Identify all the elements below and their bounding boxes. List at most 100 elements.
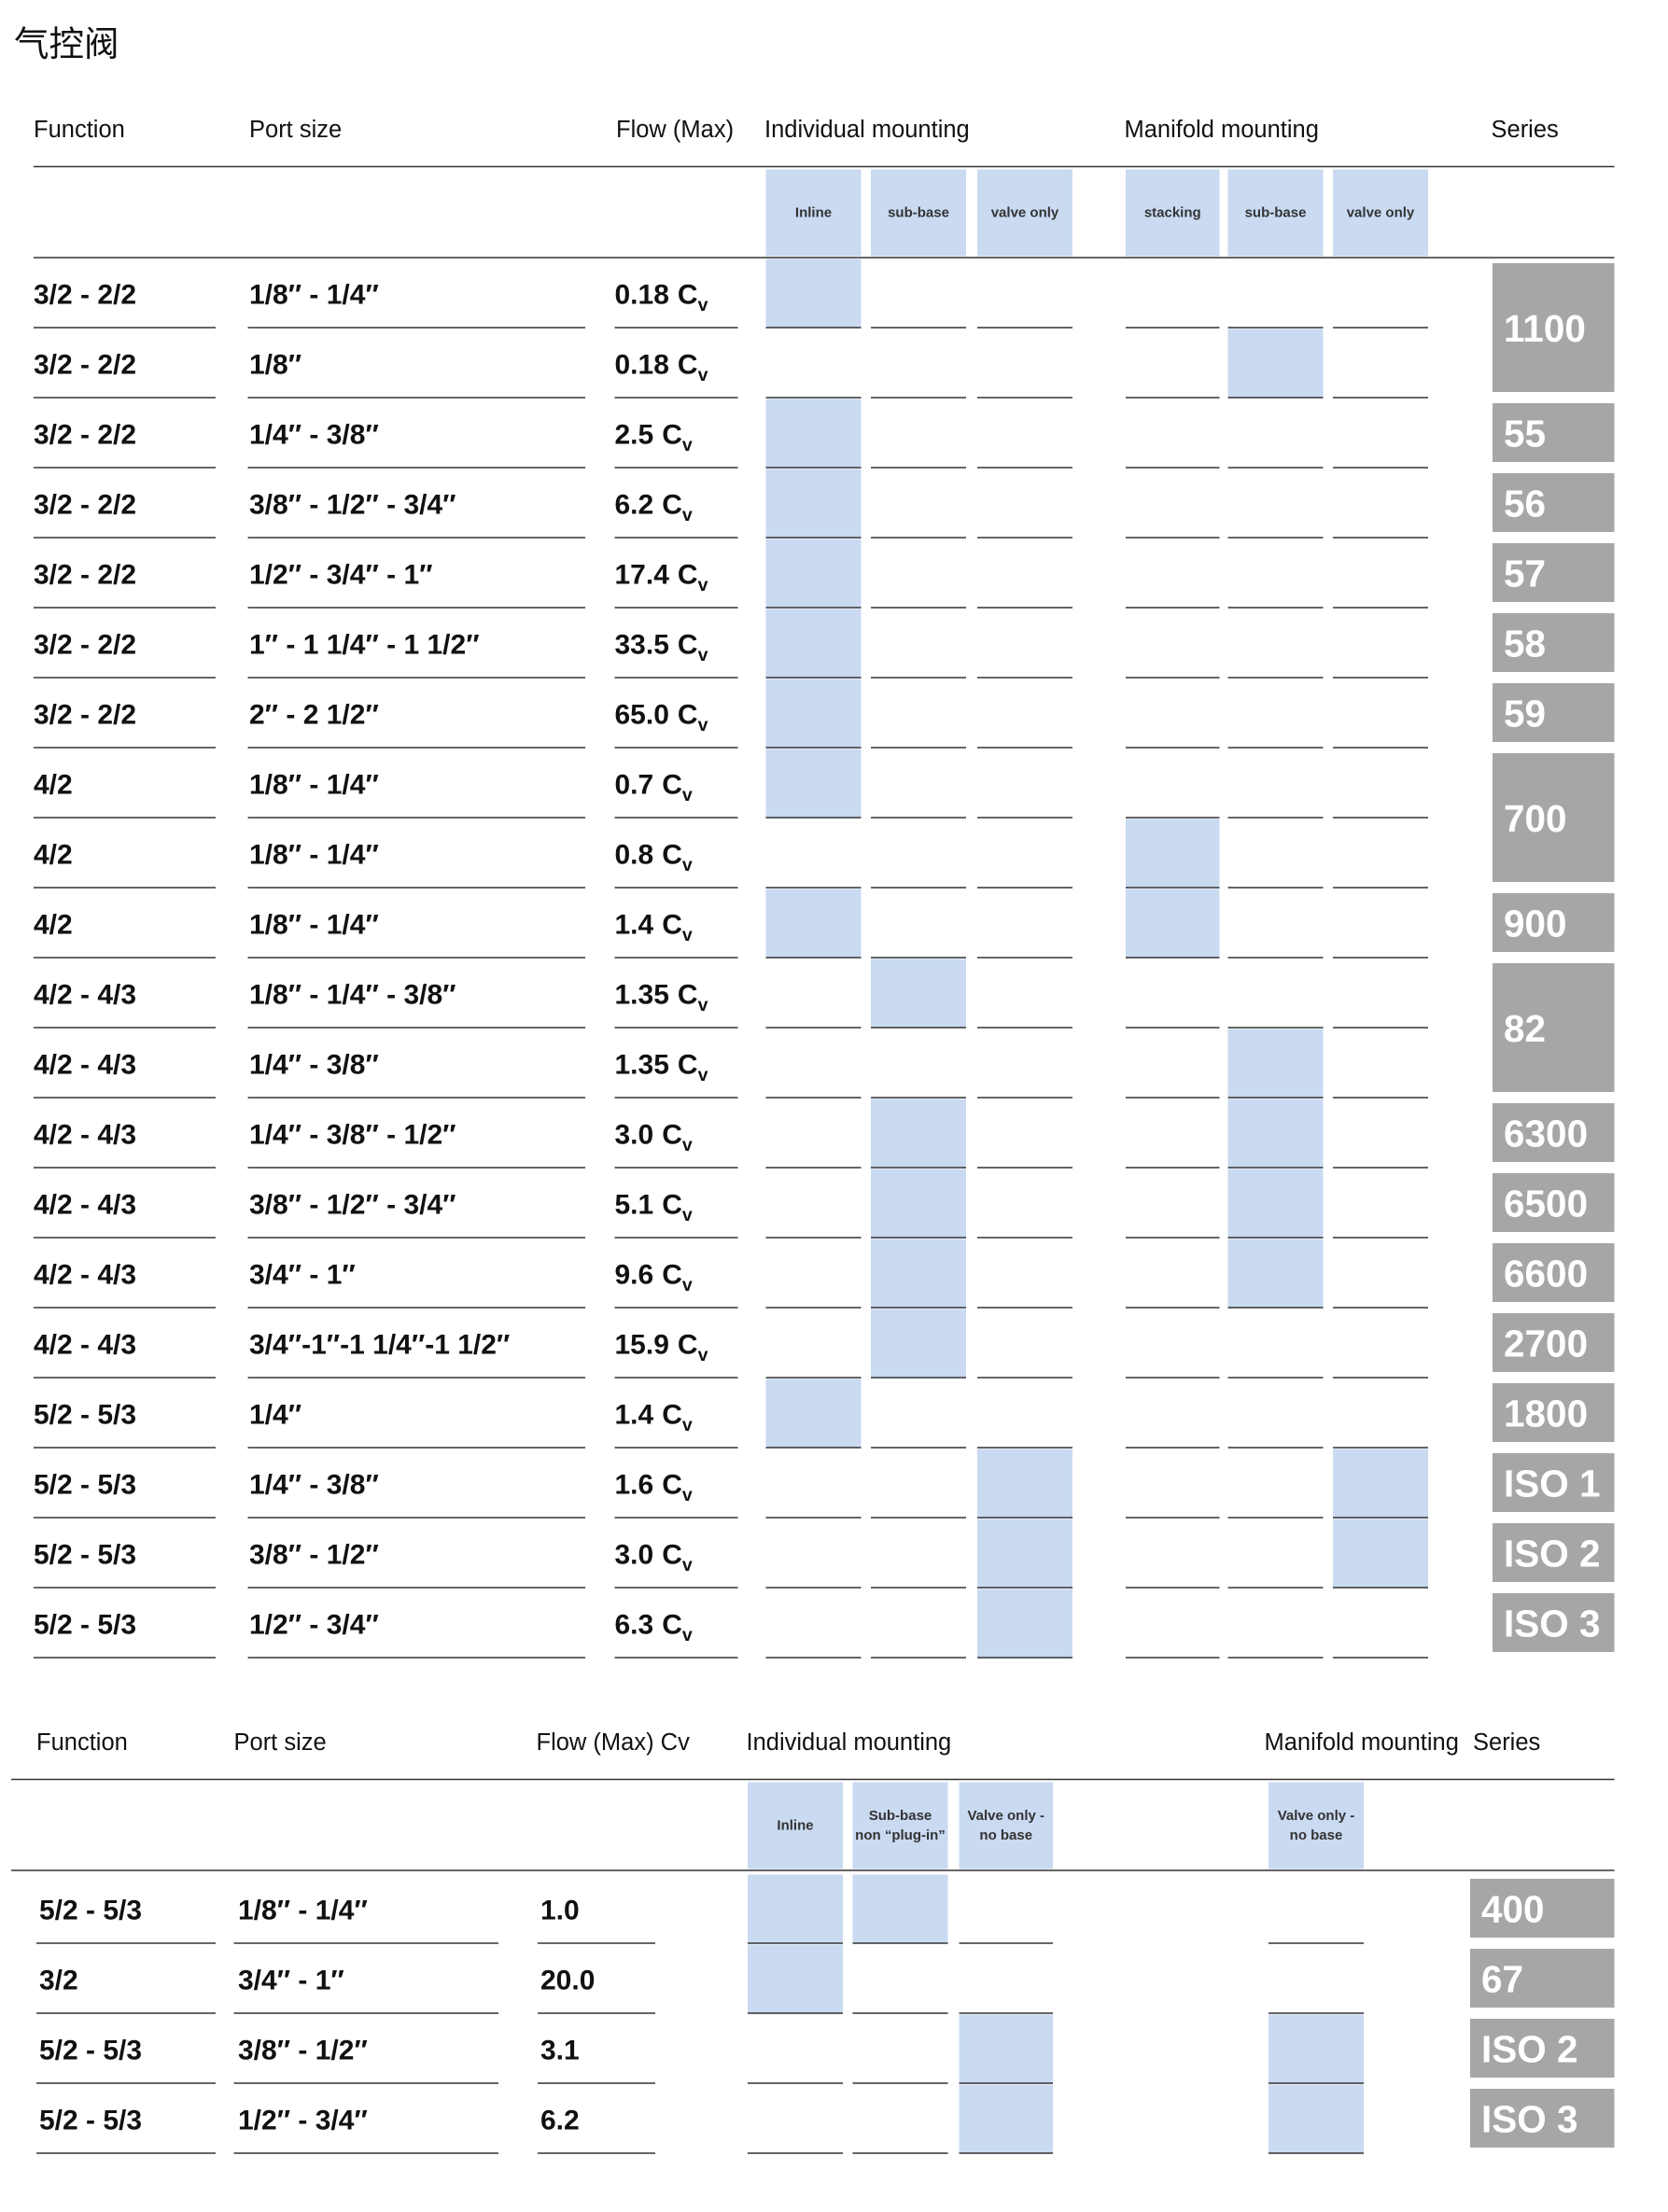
flow: 2.5 Cv (615, 420, 693, 455)
function: 4/2 - 4/3 (34, 1120, 136, 1151)
function: 4/2 - 4/3 (34, 1260, 136, 1291)
series-box (1493, 683, 1615, 742)
series: ISO 1 (1504, 1463, 1601, 1505)
flow: 20.0 (540, 1966, 595, 1996)
mount-fill (1269, 2014, 1364, 2083)
series: 6500 (1504, 1183, 1588, 1225)
series: ISO 2 (1481, 2028, 1578, 2071)
port-size: 3/8″ - 1/2″ - 3/4″ (249, 490, 456, 521)
flow: 1.35 Cv (615, 1050, 708, 1086)
flow-value: 9.6 (615, 1260, 654, 1291)
mount-fill (871, 1309, 966, 1378)
series-box (1470, 1879, 1615, 1938)
flow-unit: C (662, 1260, 682, 1291)
flow-unit-sub: v (682, 435, 693, 455)
series-box (1493, 1173, 1615, 1232)
flow: 0.7 Cv (615, 770, 693, 806)
subheader-box (1227, 169, 1324, 257)
function: 3/2 - 2/2 (34, 350, 136, 381)
flow-unit: C (662, 770, 682, 801)
flow-unit: C (662, 1540, 682, 1571)
mount-fill (977, 1589, 1072, 1658)
flow-value: 6.2 (540, 2106, 580, 2136)
mount-fill (748, 1944, 843, 2013)
function: 4/2 - 4/3 (34, 980, 136, 1011)
subheader: Inline (777, 1818, 813, 1834)
flow: 33.5 Cv (615, 630, 708, 666)
port-size: 1/2″ - 3/4″ (249, 1610, 379, 1641)
port-size: 1/4″ - 3/8″ (249, 420, 379, 451)
port-size: 1/4″ (249, 1400, 301, 1431)
mount-fill (1333, 1449, 1428, 1518)
mount-fill (1227, 1029, 1324, 1098)
series: 900 (1504, 903, 1567, 945)
mount-fill (1227, 1169, 1324, 1238)
flow-unit: C (662, 840, 682, 871)
flow: 0.18 Cv (615, 350, 708, 386)
flow-unit-sub: v (698, 1065, 708, 1085)
flow: 1.35 Cv (615, 980, 708, 1016)
flow-value: 65.0 (615, 700, 669, 731)
series: 400 (1481, 1888, 1545, 1931)
subheader-box (748, 1782, 843, 1869)
flow-unit: C (662, 1400, 682, 1431)
flow-unit: C (662, 1120, 682, 1151)
flow-unit: C (662, 1470, 682, 1501)
subheader-box (1333, 169, 1428, 257)
flow-unit-sub: v (682, 1205, 693, 1225)
column-header: Function (34, 117, 125, 143)
flow-unit-sub: v (698, 645, 708, 665)
flow: 9.6 Cv (615, 1260, 693, 1296)
flow: 15.9 Cv (615, 1330, 708, 1366)
subheader: valve only (1347, 205, 1415, 221)
series-box (1493, 1243, 1615, 1302)
series-box (1493, 543, 1615, 602)
function: 3/2 - 2/2 (34, 420, 136, 451)
port-size: 3/4″ - 1″ (238, 1966, 344, 1996)
port-size: 3/4″ - 1″ (249, 1260, 356, 1291)
subheader: Inline (795, 205, 832, 221)
subheader: non “plug-in” (855, 1827, 946, 1843)
port-size: 1/2″ - 3/4″ - 1″ (249, 560, 433, 591)
mount-fill (748, 1874, 843, 1943)
mount-fill (1126, 819, 1220, 888)
flow-value: 20.0 (540, 1966, 595, 1996)
flow-value: 6.2 (615, 490, 654, 521)
port-size: 1/8″ - 1/4″ (249, 910, 379, 941)
series-box (1493, 403, 1615, 462)
function: 4/2 (34, 840, 73, 871)
flow-value: 1.0 (540, 1896, 580, 1926)
series: 2700 (1504, 1323, 1588, 1365)
flow-value: 17.4 (615, 560, 670, 591)
flow-unit: C (662, 1610, 682, 1641)
port-size: 3/8″ - 1/2″ - 3/4″ (249, 1190, 456, 1221)
mount-fill (1333, 1519, 1428, 1588)
flow: 6.2 (540, 2106, 580, 2136)
column-header: Individual mounting (764, 117, 970, 143)
flow-value: 1.4 (615, 1400, 654, 1431)
port-size: 1/8″ - 1/4″ (238, 1896, 368, 1926)
mount-fill (765, 539, 862, 608)
mount-fill (959, 2014, 1053, 2083)
flow-unit: C (678, 1050, 698, 1081)
series: 6300 (1504, 1113, 1588, 1155)
mount-fill (871, 1239, 966, 1308)
flow: 6.3 Cv (615, 1610, 693, 1645)
mount-fill (1227, 1239, 1324, 1308)
series-box (1493, 1593, 1615, 1652)
function: 4/2 - 4/3 (34, 1330, 136, 1361)
flow-unit: C (678, 280, 698, 311)
function: 5/2 - 5/3 (34, 1540, 136, 1571)
flow-value: 0.7 (615, 770, 654, 801)
mount-fill (765, 469, 862, 538)
page-title: 气控阀 (14, 24, 119, 63)
flow-value: 3.0 (615, 1120, 654, 1151)
subheader-box (765, 169, 862, 257)
series: 67 (1481, 1958, 1523, 2001)
flow-unit: C (678, 700, 698, 731)
flow: 1.6 Cv (615, 1470, 693, 1505)
flow-value: 0.18 (615, 350, 669, 381)
port-size: 1/8″ - 1/4″ (249, 770, 379, 801)
series-box (1493, 963, 1615, 1092)
series: 59 (1504, 693, 1546, 735)
